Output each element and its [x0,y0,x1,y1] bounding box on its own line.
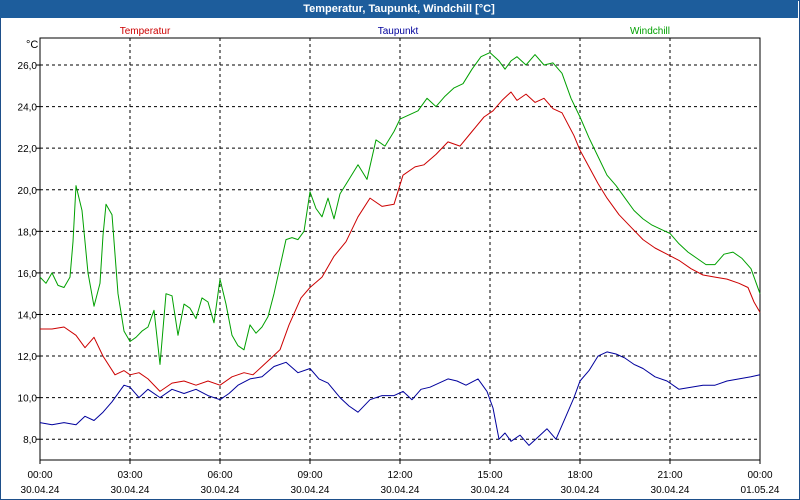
y-tick-label: 22,0 [18,144,38,155]
y-tick-label: 26,0 [18,61,38,72]
x-tick-time: 09:00 [297,470,322,481]
x-tick-time: 03:00 [117,470,142,481]
x-tick-date: 30.04.24 [381,485,420,496]
x-tick-date: 30.04.24 [471,485,510,496]
legend-temperatur: Temperatur [120,26,171,37]
x-tick-date: 30.04.24 [201,485,240,496]
x-tick-time: 12:00 [387,470,412,481]
y-tick-label: 14,0 [18,310,38,321]
x-tick-time: 21:00 [657,470,682,481]
x-tick-date: 30.04.24 [561,485,600,496]
legend-windchill: Windchill [630,26,670,37]
x-tick-date: 30.04.24 [291,485,330,496]
series-line-temperatur [40,91,761,392]
series-line-windchill [39,52,761,365]
x-tick-time: 00:00 [747,470,772,481]
y-tick-label: 18,0 [18,227,38,238]
y-axis-unit: °C [26,39,38,51]
legend-taupunkt: Taupunkt [378,26,419,37]
x-tick-time: 00:00 [27,470,52,481]
x-tick-date: 30.04.24 [651,485,690,496]
axis-ticks: 8,0 10,0 12,0 14,0 16,0 18,0 20,0 22,0 24,0 26,0 0… [18,61,780,496]
x-tick-time: 18:00 [567,470,592,481]
window-title: Temperatur, Taupunkt, Windchill [°C] [0,0,798,18]
series-lines [39,52,761,446]
x-tick-date: 30.04.24 [111,485,150,496]
x-tick-time: 06:00 [207,470,232,481]
y-tick-label: 10,0 [18,394,38,405]
x-tick-date: 01.05.24 [741,485,780,496]
y-tick-label: 16,0 [18,269,38,280]
x-tick-time: 15:00 [477,470,502,481]
y-tick-label: 8,0 [23,435,37,446]
y-tick-label: 12,0 [18,352,38,363]
grid [40,38,760,460]
y-tick-label: 20,0 [18,186,38,197]
series-line-taupunkt [39,351,761,446]
x-tick-date: 30.04.24 [21,485,60,496]
y-tick-label: 24,0 [18,103,38,114]
